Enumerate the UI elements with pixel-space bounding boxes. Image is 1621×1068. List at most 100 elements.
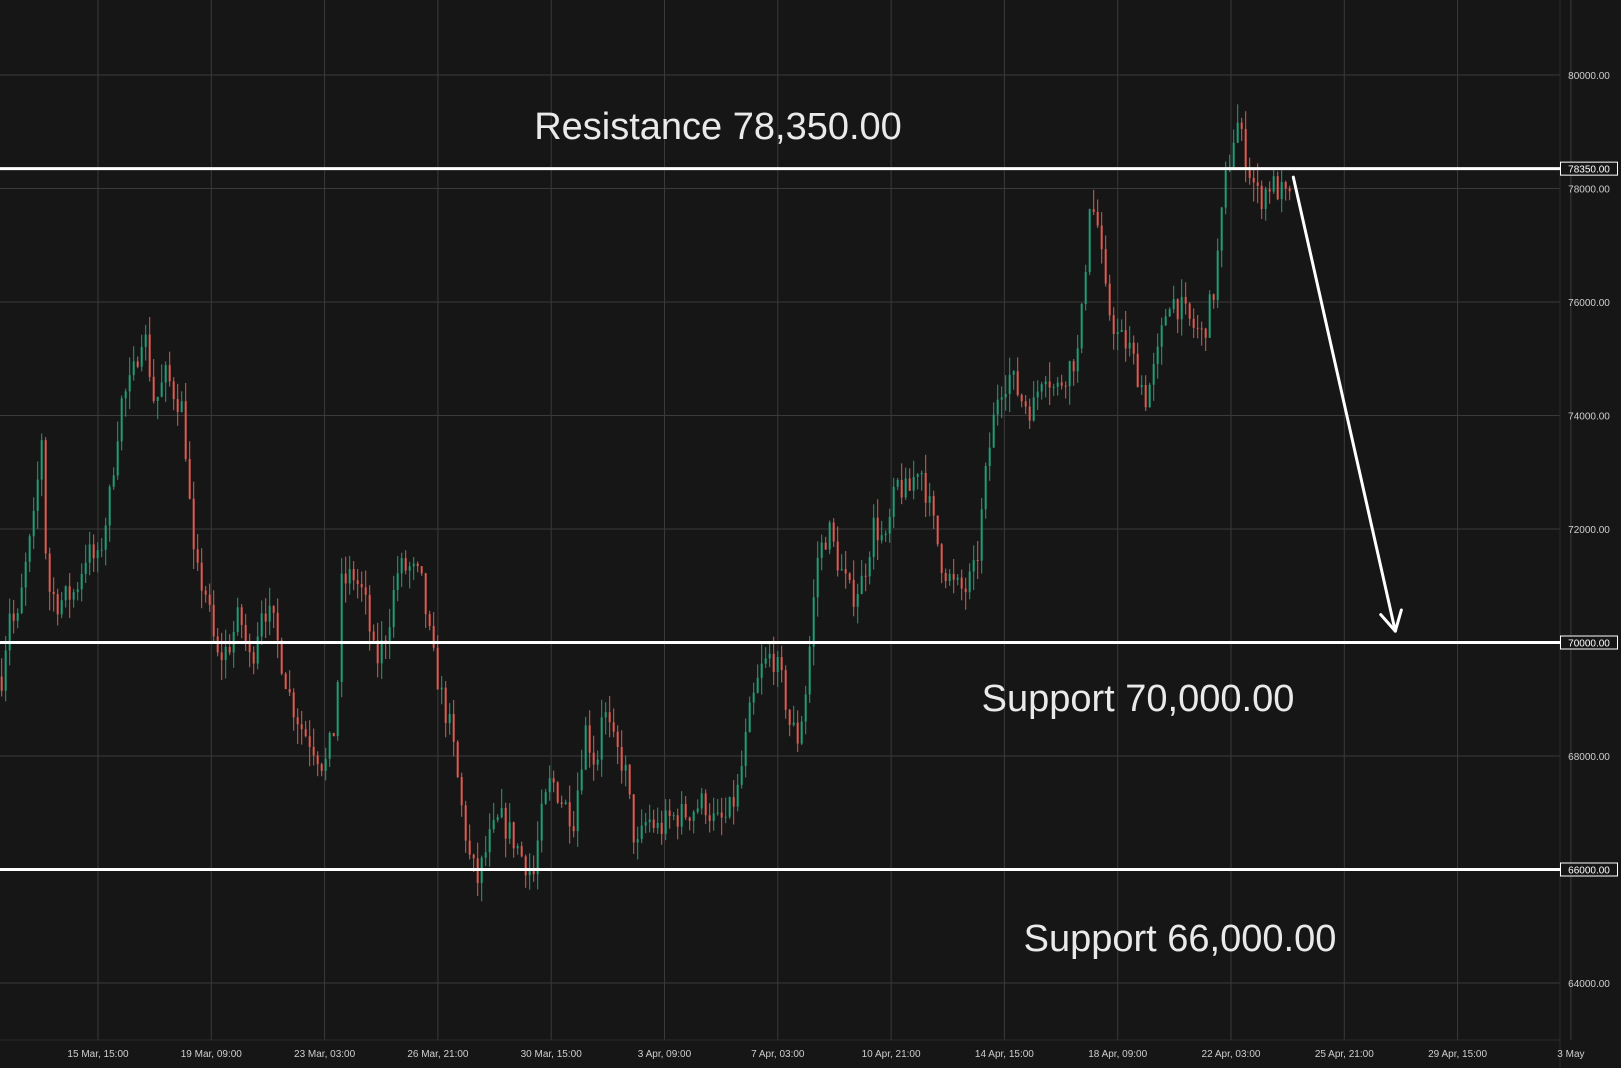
resistance-tag-label: 78350.00 bbox=[1568, 165, 1610, 176]
support-70000-tag-label: 70000.00 bbox=[1568, 639, 1610, 650]
candle-body bbox=[1280, 182, 1283, 200]
candle-body bbox=[1092, 209, 1095, 212]
candle-body bbox=[988, 447, 991, 466]
candle-body bbox=[1236, 122, 1239, 143]
candle-body bbox=[252, 652, 255, 664]
candle-body bbox=[88, 544, 91, 563]
resistance-tag-inner bbox=[1561, 162, 1617, 175]
x-tick-label: 15 Mar, 15:00 bbox=[67, 1049, 129, 1060]
candle-body bbox=[984, 465, 987, 510]
candle-body bbox=[108, 486, 111, 526]
candle-body bbox=[1264, 189, 1267, 210]
candle-body bbox=[456, 741, 459, 778]
candle-body bbox=[468, 840, 471, 855]
candle-body bbox=[492, 819, 495, 830]
candle-body bbox=[8, 613, 11, 651]
candle-body bbox=[432, 626, 435, 648]
candle-body bbox=[1288, 188, 1291, 192]
candle-body bbox=[0, 676, 3, 691]
candle-body bbox=[872, 517, 875, 558]
candle-body bbox=[688, 817, 691, 821]
candle-body bbox=[896, 479, 899, 487]
candle-body bbox=[924, 472, 927, 503]
candle-body bbox=[864, 575, 867, 577]
candle-body bbox=[1240, 122, 1243, 129]
horizontal-levels[interactable]: 78350.00 70000.00 66000.00 bbox=[0, 161, 1618, 877]
support-66000-annotation: Support 66,000.00 bbox=[1024, 918, 1337, 960]
candle-body bbox=[1016, 371, 1019, 395]
candle-body bbox=[1284, 182, 1287, 189]
y-tick-label: 80000.00 bbox=[1568, 71, 1610, 82]
candle-body bbox=[940, 544, 943, 573]
candle-body bbox=[84, 562, 87, 574]
candle-body bbox=[36, 479, 39, 511]
candle-body bbox=[508, 822, 511, 839]
candle-body bbox=[68, 586, 71, 600]
candle-body bbox=[944, 572, 947, 582]
candle-body bbox=[268, 605, 271, 622]
candle-body bbox=[768, 653, 771, 659]
candle-body bbox=[648, 819, 651, 823]
candle-body bbox=[20, 587, 23, 614]
candle-body bbox=[728, 797, 731, 817]
x-tick-label: 23 Mar, 03:00 bbox=[294, 1049, 356, 1060]
resistance-annotation: Resistance 78,350.00 bbox=[534, 106, 902, 148]
candle-body bbox=[1192, 318, 1195, 328]
candle-body bbox=[712, 813, 715, 822]
x-tick-label: 22 Apr, 03:00 bbox=[1202, 1049, 1261, 1060]
arrow-shaft bbox=[1291, 175, 1397, 633]
candle-body bbox=[824, 542, 827, 550]
price-axis[interactable]: 64000.00 68000.00 72000.00 74000.00 76000.00… bbox=[1568, 71, 1610, 990]
candle-body bbox=[44, 440, 47, 554]
time-axis[interactable]: 15 Mar, 15:00 19 Mar, 09:00 23 Mar, 03:00 2… bbox=[67, 1049, 1584, 1060]
candle-body bbox=[288, 689, 291, 693]
candle-body bbox=[312, 746, 315, 756]
candle-body bbox=[464, 805, 467, 841]
candle-body bbox=[60, 600, 63, 615]
candle-body bbox=[144, 334, 147, 347]
candle-body bbox=[48, 553, 51, 592]
candle-body bbox=[316, 755, 319, 765]
candle-body bbox=[700, 793, 703, 809]
candle-body bbox=[904, 478, 907, 498]
candle-body bbox=[552, 778, 555, 783]
candle-body bbox=[196, 549, 199, 563]
candle-body bbox=[660, 822, 663, 834]
candle-body bbox=[1244, 128, 1247, 170]
candle-body bbox=[1252, 177, 1255, 183]
candle-body bbox=[200, 562, 203, 591]
candle-body bbox=[116, 441, 119, 476]
candle-body bbox=[952, 573, 955, 580]
candle-body bbox=[1168, 309, 1171, 317]
candle-body bbox=[332, 732, 335, 737]
candle-body bbox=[104, 525, 107, 550]
candle-body bbox=[580, 769, 583, 791]
candle-body bbox=[1268, 189, 1271, 192]
candle-body bbox=[28, 536, 31, 562]
candle-body bbox=[1112, 315, 1115, 334]
candle-body bbox=[1080, 304, 1083, 349]
candle-body bbox=[56, 594, 59, 615]
candle-body bbox=[388, 627, 391, 644]
candle-body bbox=[628, 764, 631, 795]
candle-body bbox=[888, 516, 891, 534]
candle-body bbox=[320, 764, 323, 771]
candle-body bbox=[920, 472, 923, 475]
y-tick-label: 68000.00 bbox=[1568, 752, 1610, 763]
candle-body bbox=[568, 802, 571, 827]
candle-body bbox=[884, 533, 887, 536]
candle-body bbox=[192, 498, 195, 550]
candle-body bbox=[440, 687, 443, 690]
candle-body bbox=[652, 819, 655, 828]
candle-body bbox=[516, 846, 519, 849]
candle-body bbox=[204, 590, 207, 595]
candle-body bbox=[1148, 384, 1151, 408]
candle-body bbox=[912, 476, 915, 491]
candle-body bbox=[296, 717, 299, 725]
candle-body bbox=[1164, 316, 1167, 326]
candle-body bbox=[180, 401, 183, 412]
candle-body bbox=[32, 510, 35, 537]
candle-body bbox=[1212, 294, 1215, 300]
candle-body bbox=[976, 560, 979, 562]
